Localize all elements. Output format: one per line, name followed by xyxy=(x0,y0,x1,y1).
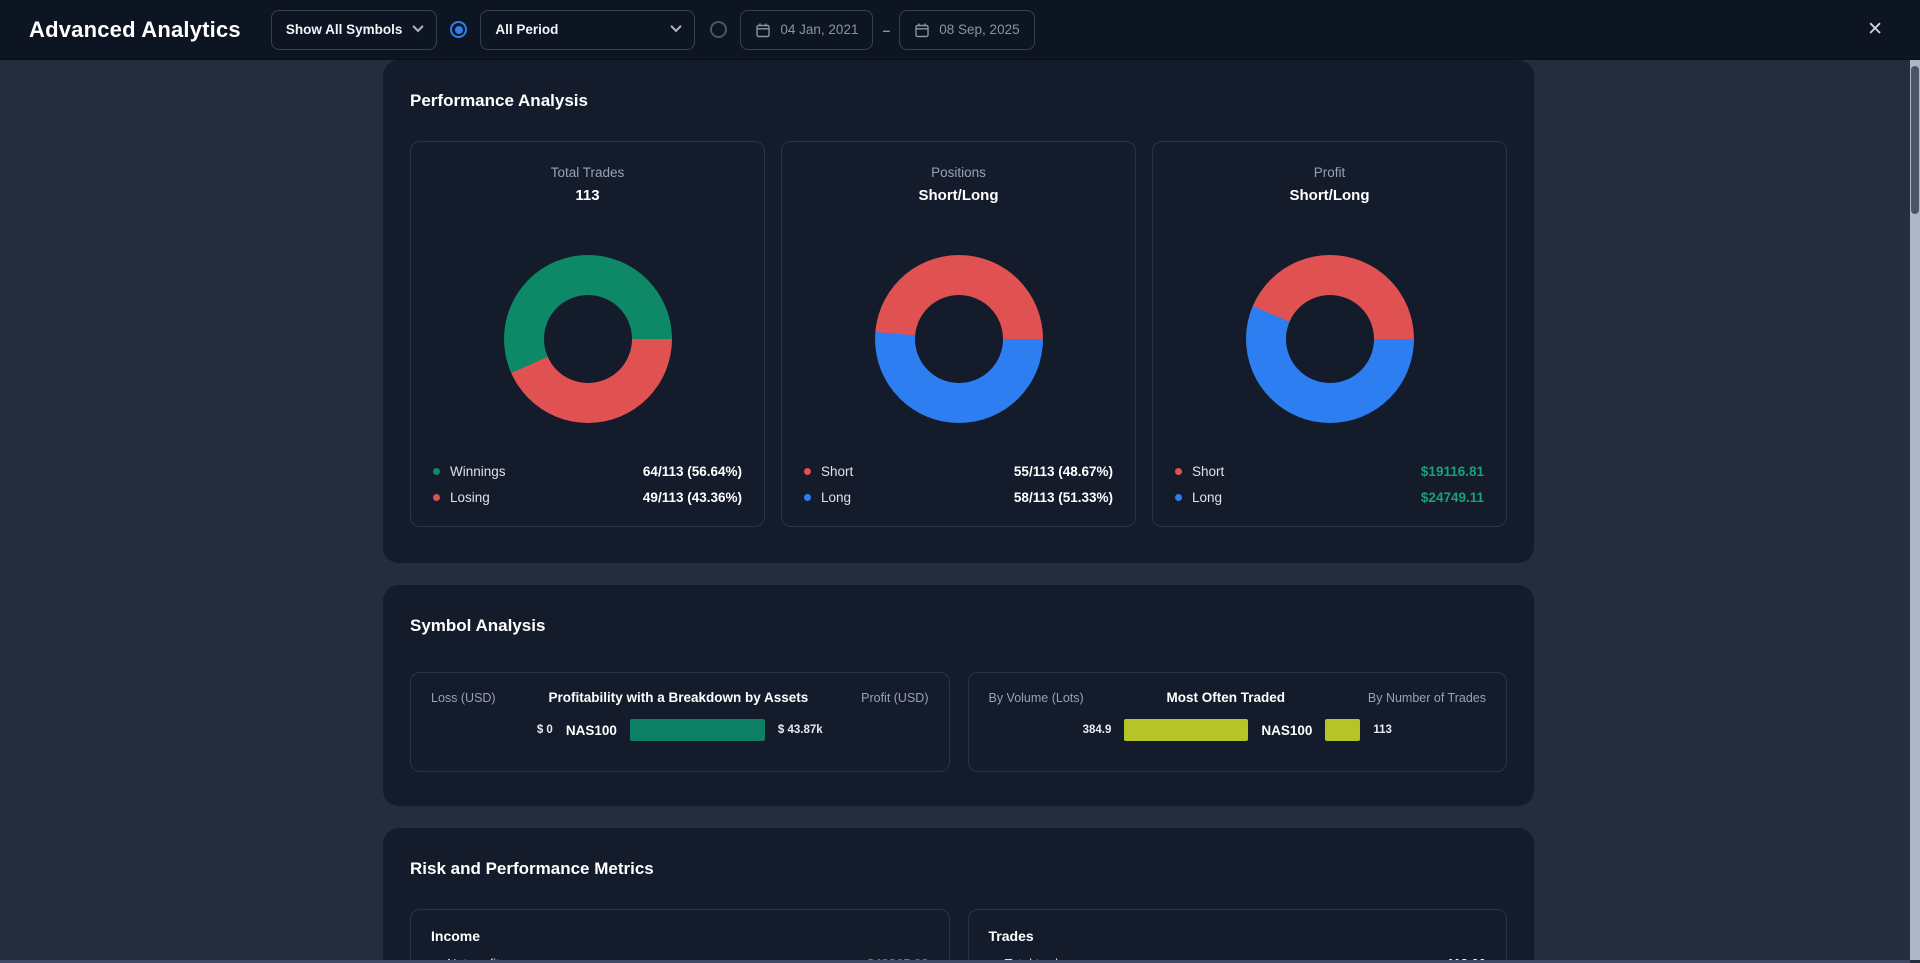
card-subtitle: Short/Long xyxy=(918,187,999,204)
legend-dot xyxy=(1175,468,1182,475)
legend-dot xyxy=(433,494,440,501)
legend-dot xyxy=(1175,494,1182,501)
legend-dot xyxy=(804,468,811,475)
symbol-filter-value: Show All Symbols xyxy=(285,22,403,37)
donut-legend: Short 55/113 (48.67%) Long 58/113 (51.33… xyxy=(804,463,1113,506)
horizontal-scrollbar-track[interactable] xyxy=(0,960,1910,963)
metric-label: Total trades xyxy=(1005,955,1072,963)
donut-legend: Winnings 64/113 (56.64%) Losing 49/113 (… xyxy=(433,463,742,506)
calendar-icon xyxy=(915,23,929,37)
date-range-separator: – xyxy=(882,21,891,38)
legend-value: 49/113 (43.36%) xyxy=(642,490,742,505)
panel-header: By Volume (Lots) Most Often Traded By Nu… xyxy=(989,690,1487,705)
date-from-value: 04 Jan, 2021 xyxy=(780,22,859,37)
positions-donut-chart xyxy=(874,255,1043,423)
symbol-filter-select[interactable]: Show All Symbols xyxy=(270,9,438,50)
legend-value: 55/113 (48.67%) xyxy=(1013,464,1113,479)
symbol-panels-row: Loss (USD) Profitability with a Breakdow… xyxy=(410,672,1507,772)
profitability-bar-row: $ 0 NAS100 $ 43.87k xyxy=(431,719,929,741)
date-from-button[interactable]: 04 Jan, 2021 xyxy=(740,9,874,50)
topbar: Advanced Analytics Show All Symbols All … xyxy=(0,0,1920,60)
profitability-title: Profitability with a Breakdown by Assets xyxy=(548,690,809,705)
panel-header: Loss (USD) Profitability with a Breakdow… xyxy=(431,690,929,705)
metric-value: $43865.92 xyxy=(867,955,928,963)
period-filter-select[interactable]: All Period xyxy=(480,9,696,50)
profit-donut-chart xyxy=(1245,255,1414,423)
legend-row: Short 55/113 (48.67%) xyxy=(804,463,1113,480)
calendar-icon xyxy=(756,23,771,37)
trades-axis-label: By Number of Trades xyxy=(1367,691,1486,705)
performance-analysis-section: Performance Analysis Total Trades 113 Wi… xyxy=(383,60,1534,563)
card-title: Total Trades xyxy=(550,165,625,180)
positions-card: Positions Short/Long Short 55/113 (48.67… xyxy=(781,141,1136,527)
performance-analysis-heading: Performance Analysis xyxy=(410,91,588,110)
card-subtitle: Short/Long xyxy=(1289,187,1370,204)
vertical-scrollbar-track[interactable] xyxy=(1910,60,1920,960)
legend-label: Short xyxy=(821,464,854,479)
symbol-analysis-heading: Symbol Analysis xyxy=(410,616,546,635)
legend-value: $19116.81 xyxy=(1420,464,1484,479)
volume-value: 384.9 xyxy=(1082,724,1112,736)
close-icon[interactable]: ✕ xyxy=(1867,19,1883,40)
performance-cards-row: Total Trades 113 Winnings 64/113 (56.64%… xyxy=(410,141,1507,527)
risk-metrics-heading: Risk and Performance Metrics xyxy=(410,859,654,878)
trades-bar xyxy=(1325,719,1361,741)
risk-metrics-section: Risk and Performance Metrics Income Net … xyxy=(383,828,1534,963)
total-trades-card: Total Trades 113 Winnings 64/113 (56.64%… xyxy=(410,141,765,527)
legend-row: Short $19116.81 xyxy=(1175,463,1484,480)
date-to-button[interactable]: 08 Sep, 2025 xyxy=(899,9,1035,50)
volume-axis-label: By Volume (Lots) xyxy=(988,691,1084,705)
loss-axis-label: Loss (USD) xyxy=(431,691,496,705)
profit-card: Profit Short/Long Short $19116.81 Long $… xyxy=(1152,141,1507,527)
trades-value: 113 xyxy=(1373,724,1392,736)
symbol-label: NAS100 xyxy=(565,722,617,738)
donut-legend: Short $19116.81 Long $24749.11 xyxy=(1175,463,1484,506)
income-panel-title: Income xyxy=(431,928,481,944)
date-to-value: 08 Sep, 2025 xyxy=(939,22,1020,37)
card-subtitle: 113 xyxy=(575,187,600,204)
symbol-analysis-section: Symbol Analysis Loss (USD) Profitability… xyxy=(383,585,1534,806)
symbol-label: NAS100 xyxy=(1261,722,1313,738)
risk-panels-row: Income Net profit $43865.92 Trades Total… xyxy=(410,909,1507,963)
date-range-radio[interactable] xyxy=(710,21,728,38)
legend-dot xyxy=(433,468,440,475)
legend-label: Losing xyxy=(450,490,490,505)
income-panel: Income Net profit $43865.92 xyxy=(410,909,950,963)
legend-value: 64/113 (56.64%) xyxy=(642,464,742,479)
card-title: Positions xyxy=(931,165,986,180)
legend-label: Short xyxy=(1192,464,1225,479)
chevron-down-icon xyxy=(412,20,425,33)
metric-label: Net profit xyxy=(447,955,500,963)
profitability-panel: Loss (USD) Profitability with a Breakdow… xyxy=(410,672,950,772)
legend-value: 58/113 (51.33%) xyxy=(1013,490,1113,505)
most-traded-panel: By Volume (Lots) Most Often Traded By Nu… xyxy=(967,672,1507,772)
legend-row: Long 58/113 (51.33%) xyxy=(804,489,1113,506)
chevron-down-icon xyxy=(670,20,683,33)
legend-label: Winnings xyxy=(450,464,506,479)
legend-value: $24749.11 xyxy=(1420,490,1484,505)
winnings-losing-donut-chart xyxy=(503,255,672,423)
most-traded-bar-row: 384.9 NAS100 113 xyxy=(989,719,1487,741)
legend-row: Winnings 64/113 (56.64%) xyxy=(433,463,742,480)
loss-value: $ 0 xyxy=(536,724,553,736)
most-traded-title: Most Often Traded xyxy=(1166,690,1286,705)
trades-panel-title: Trades xyxy=(988,928,1034,944)
all-period-radio[interactable] xyxy=(450,21,468,38)
legend-row: Long $24749.11 xyxy=(1175,489,1484,506)
vertical-scrollbar-thumb[interactable] xyxy=(1911,66,1919,214)
legend-label: Long xyxy=(821,490,852,505)
trades-panel: Trades Total trades 113.00 xyxy=(967,909,1507,963)
legend-row: Losing 49/113 (43.36%) xyxy=(433,489,742,506)
period-filter-value: All Period xyxy=(495,22,559,37)
card-title: Profit xyxy=(1313,165,1346,180)
page-title: Advanced Analytics xyxy=(29,16,241,42)
legend-dot xyxy=(804,494,811,501)
analytics-content: Performance Analysis Total Trades 113 Wi… xyxy=(383,60,1534,963)
profit-bar xyxy=(629,719,765,741)
profit-axis-label: Profit (USD) xyxy=(861,691,929,705)
metric-value: 113.00 xyxy=(1447,955,1486,963)
profit-value: $ 43.87k xyxy=(777,724,823,736)
legend-label: Long xyxy=(1192,490,1223,505)
volume-bar xyxy=(1124,719,1249,741)
